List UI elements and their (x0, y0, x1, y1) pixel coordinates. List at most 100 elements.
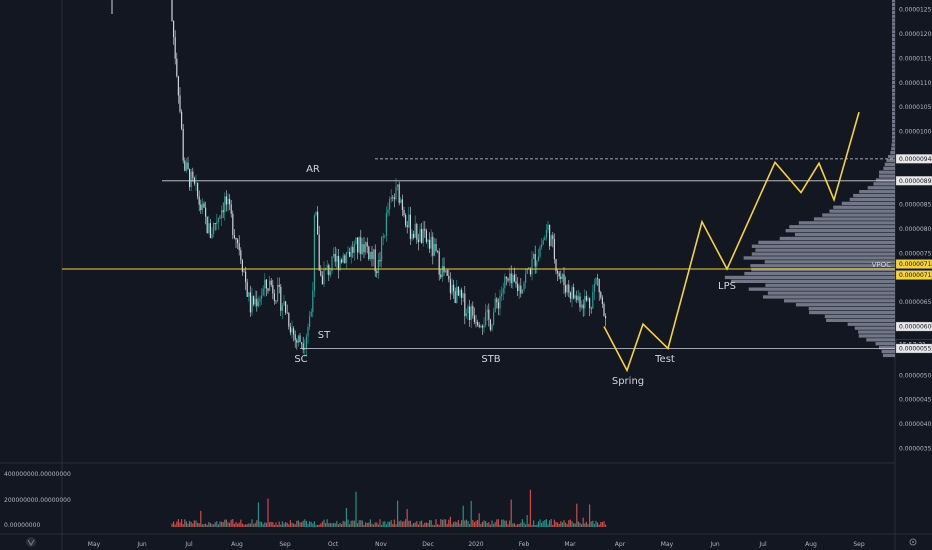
candle-body (603, 304, 605, 317)
volume-bar (280, 524, 282, 527)
volume-bar (176, 521, 178, 527)
profile-bar (875, 342, 895, 346)
volume-bar (248, 523, 250, 527)
volume-bar (536, 524, 538, 527)
price-tag-box (895, 154, 932, 164)
candle-body (534, 254, 536, 267)
volume-bar (206, 524, 208, 527)
volume-bar (315, 524, 317, 527)
volume-bar (529, 489, 531, 527)
candle-body (465, 313, 467, 317)
price-axis[interactable]: 0.00001250 0.00001200 0.00001150 0.00001100… (899, 7, 932, 453)
volume-bar (443, 519, 445, 527)
volume-bar (217, 524, 219, 527)
settings-gear-icon[interactable] (909, 538, 917, 546)
profile-bar (867, 186, 895, 190)
candle-body (382, 235, 384, 238)
volume-bar (537, 521, 539, 527)
volume-bar (195, 520, 197, 527)
volume-bar (304, 519, 306, 527)
volume-bar (229, 522, 231, 527)
profile-bar (892, 26, 895, 30)
candle-body (448, 275, 450, 280)
volume-bar (209, 522, 211, 527)
volume-bar (469, 524, 471, 527)
volume-bar (505, 520, 507, 527)
candle-body (262, 288, 264, 296)
price-tick-label: 0.00001250 (899, 7, 932, 14)
volume-bar (512, 523, 514, 527)
candlestick-series (111, 0, 607, 357)
candle-body (459, 290, 461, 296)
volume-bar (454, 521, 456, 527)
profile-bar (881, 349, 895, 354)
volume-bar (262, 524, 264, 527)
volume-bar (342, 520, 344, 527)
candle-body (493, 312, 495, 325)
time-axis[interactable]: May Jun Jul Aug Sep Oct Nov Dec 2020 Feb Mar Apr May… (88, 541, 865, 548)
volume-bar (179, 522, 181, 527)
volume-bar (448, 519, 450, 527)
volume-bar (237, 523, 239, 527)
candle-body (584, 296, 586, 309)
volume-bar (577, 521, 579, 527)
candle-body (376, 271, 378, 274)
candle-body (197, 182, 199, 197)
profile-bar (892, 80, 895, 85)
candle-body (552, 235, 554, 240)
candle-body (574, 295, 576, 299)
volume-bar (275, 522, 277, 527)
candle-body (349, 251, 351, 257)
volume-bar (533, 520, 535, 527)
volume-bar (555, 521, 557, 527)
time-tick-label: May (661, 541, 674, 548)
volume-bar (365, 522, 367, 527)
candle-body (462, 293, 464, 298)
candle-body (192, 171, 194, 178)
volume-bar (440, 519, 442, 527)
candle-body (449, 279, 451, 294)
candle-body (232, 213, 234, 235)
candle-body (301, 342, 303, 344)
price-tag-label: 0.00000944 (899, 156, 932, 163)
candle-body (201, 203, 203, 211)
volume-bar (520, 522, 522, 527)
volume-bar (278, 521, 280, 527)
volume-bar (593, 523, 595, 527)
profile-bar (892, 115, 895, 120)
candle-body (222, 210, 224, 213)
wyckoff-projection-path[interactable] (603, 111, 860, 373)
volume-bar (171, 523, 173, 527)
candle-body (441, 266, 443, 278)
volume-bar (371, 523, 373, 527)
volume-bar (294, 524, 296, 527)
volume-bar (485, 521, 487, 527)
price-tick-label: 0.00000850 (899, 202, 932, 209)
candle-body (211, 233, 213, 238)
volume-bar (585, 521, 587, 527)
profile-bar (824, 314, 895, 319)
candle-body (312, 290, 314, 312)
volume-bar (232, 519, 234, 527)
volume-bar (513, 523, 515, 527)
volume-bar (193, 520, 195, 527)
volume-bar (246, 524, 248, 527)
volume-bar (381, 524, 383, 527)
volume-bar (421, 520, 423, 527)
volume-bar (558, 523, 560, 527)
candle-body (585, 296, 587, 301)
volume-bar (569, 519, 571, 527)
profile-bar (892, 6, 895, 11)
volume-bar (363, 524, 365, 527)
candle-body (389, 198, 391, 210)
candle-body (203, 203, 205, 208)
candle-body (205, 207, 207, 217)
candle-body (451, 284, 453, 294)
volume-bar (494, 522, 496, 527)
profile-bar (849, 197, 895, 202)
tradingview-logo-icon[interactable] (26, 537, 36, 547)
candle-body (313, 215, 315, 291)
candle-body (219, 217, 221, 219)
volume-bar (568, 520, 570, 527)
